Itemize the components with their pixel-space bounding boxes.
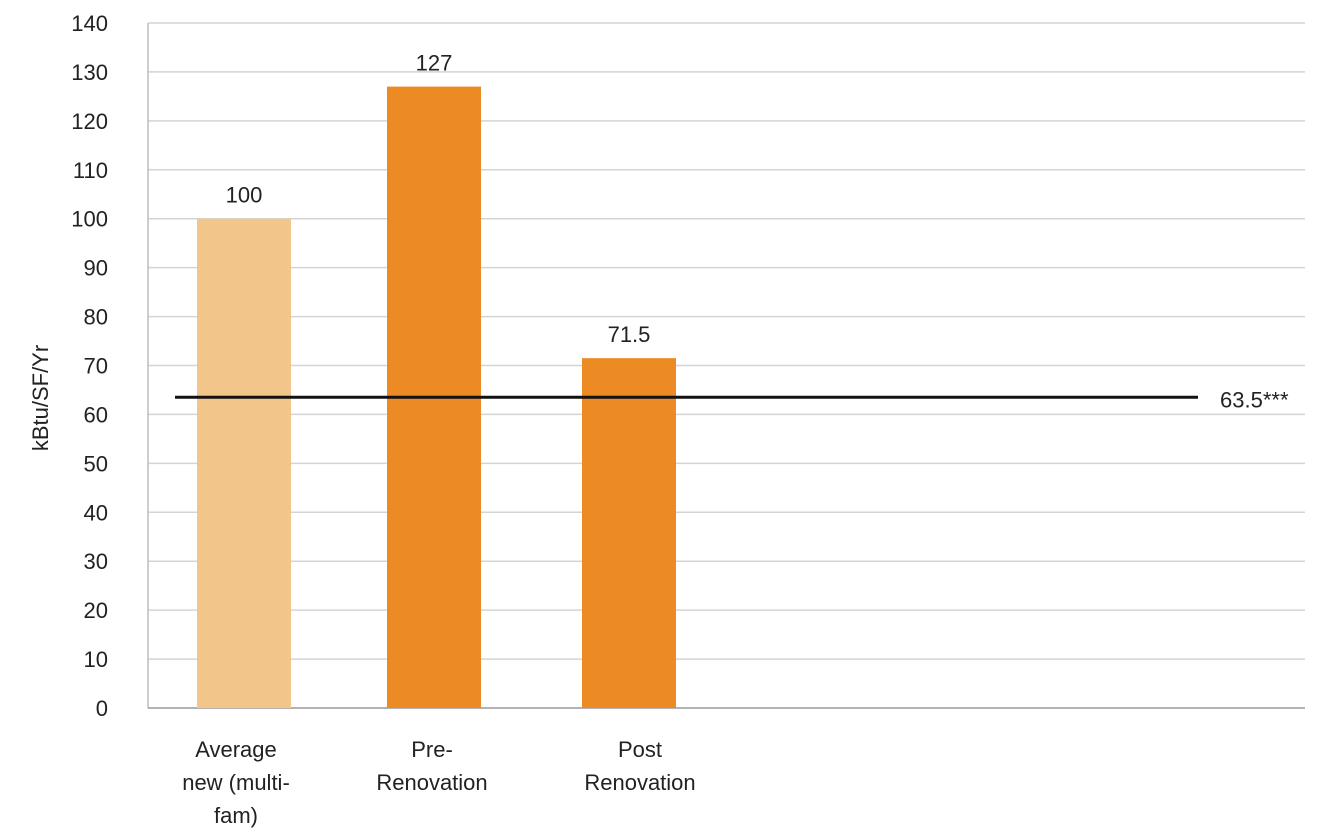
y-tick-label: 130 [71,60,108,85]
y-tick-label: 80 [84,305,108,330]
y-axis-title: kBtu/SF/Yr [28,345,53,451]
y-tick-label: 20 [84,598,108,623]
y-tick-label: 30 [84,549,108,574]
y-tick-label: 70 [84,354,108,379]
data-label: 100 [226,183,263,208]
bar [197,218,291,708]
labels: 0 10 20 30 40 50 60 70 80 90 100 110 120 130 140 100 Ave… [71,11,1289,828]
y-tick-label: 100 [71,207,108,232]
x-category-label: Pre- [411,737,453,762]
data-label: 127 [416,51,453,76]
x-category-label: Average [195,737,277,762]
gridlines [148,22,1305,660]
y-tick-label: 60 [84,402,108,427]
bar [582,358,676,708]
axes [147,23,1305,709]
y-tick-label: 0 [96,696,108,721]
x-category-label: Renovation [376,770,487,795]
y-tick-label: 110 [73,158,108,183]
y-tick-label: 90 [84,256,108,281]
x-category-label: fam) [214,803,258,828]
y-tick-label: 120 [71,109,108,134]
x-category-label: new (multi- [182,770,290,795]
reference-line-label: 63.5*** [1220,387,1289,412]
y-tick-label: 140 [71,11,108,36]
y-tick-label: 40 [84,500,108,525]
x-category-label: Renovation [584,770,695,795]
y-tick-label: 10 [84,647,108,672]
x-category-label: Post [618,737,662,762]
y-tick-label: 50 [84,451,108,476]
data-label: 71.5 [608,322,651,347]
